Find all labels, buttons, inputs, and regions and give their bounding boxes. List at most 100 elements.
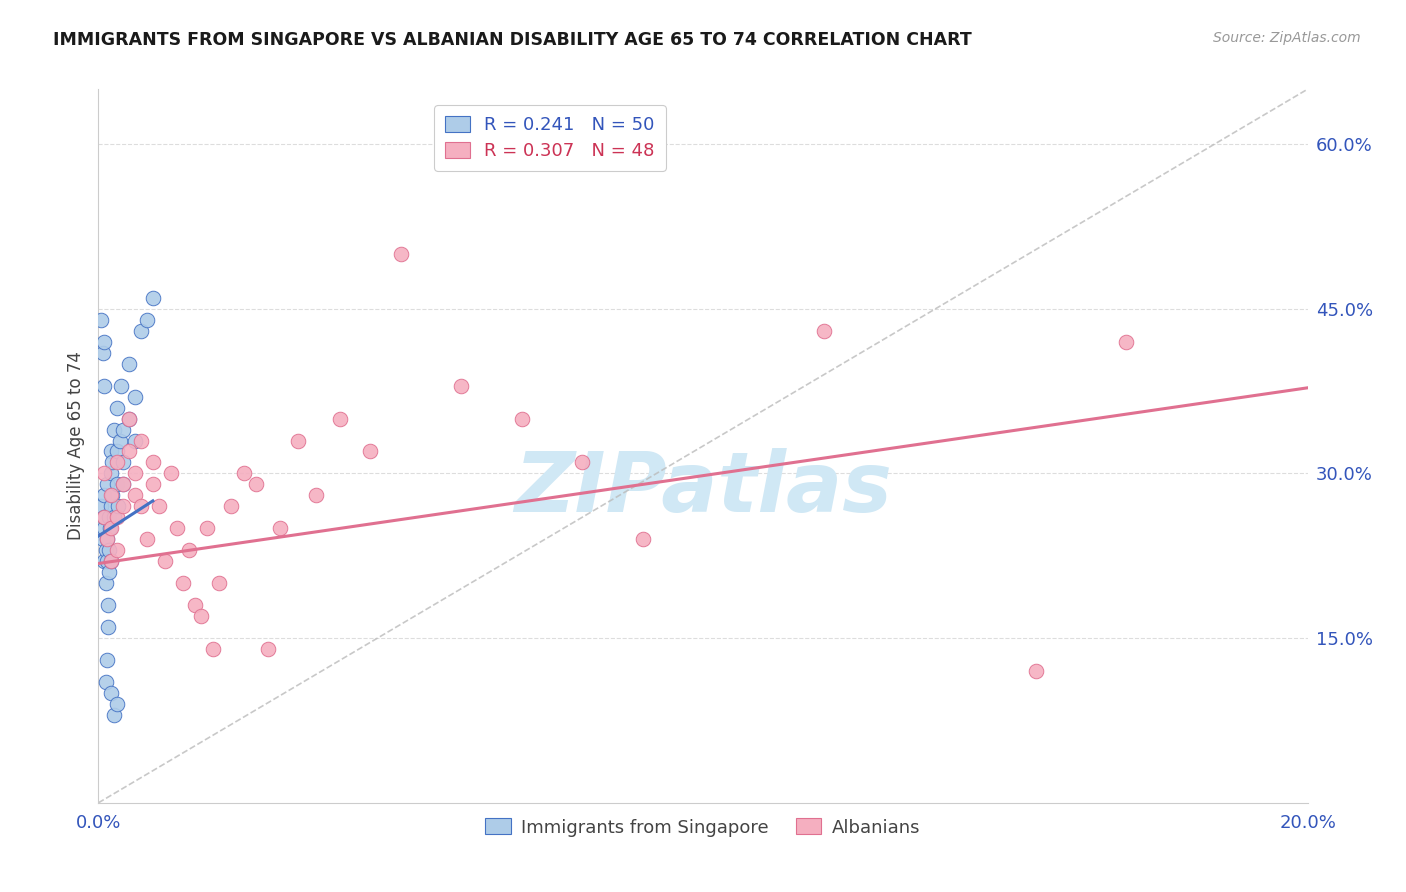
Point	[96, 653, 118, 667]
Point	[96, 554, 118, 568]
Point	[118, 444, 141, 458]
Point	[111, 500, 134, 514]
Point	[94, 543, 117, 558]
Point	[166, 521, 188, 535]
Point	[287, 434, 309, 448]
Point	[111, 423, 134, 437]
Point	[91, 533, 114, 547]
Point	[813, 324, 835, 338]
Point	[93, 510, 115, 524]
Point	[124, 467, 146, 481]
Text: ZIPatlas: ZIPatlas	[515, 449, 891, 529]
Point	[90, 500, 112, 514]
Point	[93, 510, 115, 524]
Point	[195, 521, 218, 535]
Point	[93, 334, 115, 349]
Point	[100, 554, 122, 568]
Point	[153, 554, 176, 568]
Point	[100, 467, 122, 481]
Point	[103, 423, 125, 437]
Point	[160, 467, 183, 481]
Point	[232, 467, 254, 481]
Point	[105, 455, 128, 469]
Legend: Immigrants from Singapore, Albanians: Immigrants from Singapore, Albanians	[478, 811, 928, 844]
Point	[245, 477, 267, 491]
Point	[93, 554, 115, 568]
Point	[100, 686, 122, 700]
Point	[129, 434, 152, 448]
Point	[389, 247, 412, 261]
Point	[103, 708, 125, 723]
Point	[105, 510, 128, 524]
Point	[269, 521, 291, 535]
Point	[111, 477, 134, 491]
Point	[148, 500, 170, 514]
Point	[124, 488, 146, 502]
Point	[108, 434, 131, 448]
Point	[100, 488, 122, 502]
Point	[97, 566, 120, 580]
Point	[208, 576, 231, 591]
Point	[100, 444, 122, 458]
Point	[142, 291, 165, 305]
Point	[118, 411, 141, 425]
Point	[571, 455, 593, 469]
Point	[93, 488, 115, 502]
Point	[93, 521, 115, 535]
Point	[142, 477, 165, 491]
Point	[1115, 334, 1137, 349]
Point	[101, 455, 124, 469]
Point	[329, 411, 352, 425]
Point	[305, 488, 328, 502]
Point	[93, 467, 115, 481]
Point	[118, 357, 141, 371]
Point	[135, 533, 157, 547]
Point	[124, 434, 146, 448]
Point	[1024, 664, 1046, 678]
Point	[97, 598, 120, 612]
Point	[111, 477, 134, 491]
Point	[450, 378, 472, 392]
Point	[103, 510, 125, 524]
Point	[360, 444, 382, 458]
Point	[111, 455, 134, 469]
Point	[510, 411, 533, 425]
Point	[107, 500, 129, 514]
Point	[221, 500, 243, 514]
Point	[105, 543, 128, 558]
Point	[105, 401, 128, 415]
Point	[98, 510, 121, 524]
Point	[190, 609, 212, 624]
Y-axis label: Disability Age 65 to 74: Disability Age 65 to 74	[66, 351, 84, 541]
Point	[202, 642, 225, 657]
Point	[96, 576, 118, 591]
Point	[97, 620, 120, 634]
Point	[129, 324, 152, 338]
Point	[105, 697, 128, 711]
Point	[96, 533, 118, 547]
Text: IMMIGRANTS FROM SINGAPORE VS ALBANIAN DISABILITY AGE 65 TO 74 CORRELATION CHART: IMMIGRANTS FROM SINGAPORE VS ALBANIAN DI…	[53, 31, 972, 49]
Point	[631, 533, 654, 547]
Point	[100, 521, 122, 535]
Point	[100, 500, 122, 514]
Point	[98, 521, 121, 535]
Text: Source: ZipAtlas.com: Source: ZipAtlas.com	[1213, 31, 1361, 45]
Point	[96, 477, 118, 491]
Point	[256, 642, 278, 657]
Point	[94, 675, 117, 690]
Point	[172, 576, 194, 591]
Point	[105, 444, 128, 458]
Point	[184, 598, 207, 612]
Point	[142, 455, 165, 469]
Point	[179, 543, 201, 558]
Point	[93, 378, 115, 392]
Point	[96, 533, 118, 547]
Point	[118, 411, 141, 425]
Point	[100, 488, 122, 502]
Point	[110, 378, 132, 392]
Point	[124, 390, 146, 404]
Point	[129, 500, 152, 514]
Point	[98, 543, 121, 558]
Point	[105, 477, 128, 491]
Point	[135, 312, 157, 326]
